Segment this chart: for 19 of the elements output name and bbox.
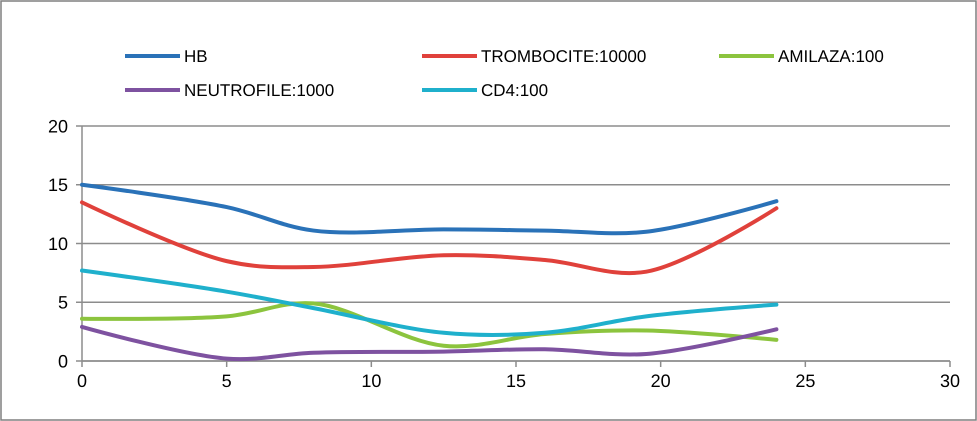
x-tick-label: 25 — [795, 371, 816, 391]
y-tick-label: 5 — [58, 292, 68, 313]
y-tick-label: 10 — [48, 234, 68, 254]
x-tick-label: 10 — [361, 371, 382, 391]
x-tick-label: 5 — [222, 371, 232, 391]
y-tick-label: 20 — [48, 116, 68, 136]
x-tick-label: 20 — [650, 371, 671, 391]
legend-label: TROMBOCITE:10000 — [481, 46, 646, 66]
line-series — [80, 200, 778, 275]
legend-label: CD4:100 — [481, 80, 548, 100]
x-tick-label: 15 — [506, 371, 526, 391]
line-series — [80, 324, 778, 362]
x-tick-label: 30 — [940, 371, 960, 391]
x-tick-label: 0 — [76, 371, 88, 391]
legend-label: HB — [184, 46, 208, 66]
y-tick-label: 0 — [58, 351, 68, 372]
legend-label: AMILAZA:100 — [778, 46, 884, 66]
y-tick-label: 15 — [48, 175, 68, 196]
legend-label: NEUTROFILE:1000 — [184, 80, 334, 100]
